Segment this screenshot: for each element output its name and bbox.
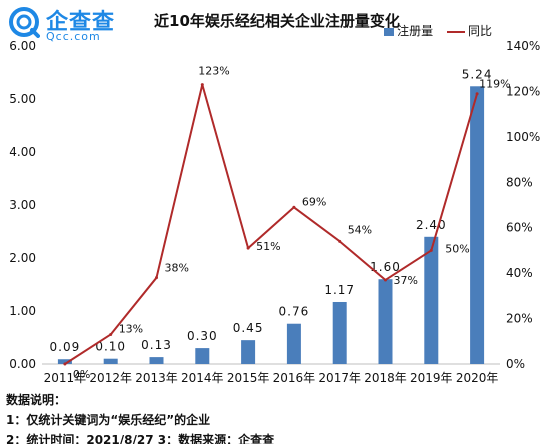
yoy-point <box>63 362 67 366</box>
bar-value-label: 0.30 <box>187 329 218 343</box>
y-left-tick-label: 5.00 <box>9 92 36 106</box>
y-right-tick-label: 140% <box>506 39 540 53</box>
legend: 注册量 同比 <box>374 22 492 39</box>
x-tick-label: 2018年 <box>364 371 407 385</box>
bar-value-label: 0.09 <box>50 340 81 354</box>
logo-text-cn: 企查查 <box>46 10 116 35</box>
yoy-value-label: 0% <box>73 368 90 381</box>
yoy-value-label: 123% <box>198 65 229 78</box>
yoy-point <box>109 332 113 336</box>
notes-line-1: 1：仅统计关键词为“娱乐经纪”的企业 <box>6 413 211 427</box>
yoy-value-label: 50% <box>445 242 469 255</box>
yoy-line <box>64 83 479 365</box>
yoy-point <box>155 276 158 280</box>
yoy-point <box>429 248 433 252</box>
y-right-tick-label: 80% <box>506 175 533 189</box>
y-left-tick-label: 6.00 <box>9 39 36 53</box>
y-right-tick-label: 40% <box>506 266 533 280</box>
yoy-point <box>200 83 204 87</box>
bar <box>332 301 347 364</box>
bar <box>241 340 256 364</box>
bar-value-label: 2.40 <box>416 218 447 232</box>
yoy-point <box>384 278 387 282</box>
x-tick-label: 2016年 <box>273 371 316 385</box>
yoy-value-label: 69% <box>302 195 326 208</box>
bar <box>149 357 164 364</box>
yoy-point <box>338 239 342 243</box>
x-tick-label: 2011年 <box>44 371 87 385</box>
bar-value-label: 0.13 <box>141 338 172 352</box>
yoy-point <box>292 205 296 209</box>
legend-label-line: 同比 <box>467 24 492 38</box>
y-left-tick-label: 0.00 <box>9 357 36 371</box>
yoy-value-label: 37% <box>394 274 418 287</box>
logo-text-en: Qcc.com <box>46 30 101 43</box>
legend-swatch-line <box>446 30 465 33</box>
bar-value-label: 0.10 <box>95 340 126 354</box>
yoy-point <box>246 246 250 250</box>
notes-line-2: 2：统计时间：2021/8/27 3：数据来源：企查查 <box>6 433 275 444</box>
y-left-tick-label: 1.00 <box>9 304 36 318</box>
combo-chart: 0.00 1.00 2.00 3.00 4.00 5.00 6.00 0% 20% 40% 60% 8… <box>9 39 540 385</box>
y-right-tick-label: 120% <box>506 84 540 98</box>
bar <box>103 358 118 364</box>
data-notes: 数据说明： 1：仅统计关键词为“娱乐经纪”的企业 2：统计时间：2021/8/2… <box>6 390 274 444</box>
x-tick-label: 2019年 <box>410 371 453 385</box>
y-left-tick-label: 2.00 <box>9 251 36 265</box>
y-right-tick-label: 20% <box>506 312 533 326</box>
yoy-value-label: 51% <box>256 240 280 253</box>
x-tick-label: 2014年 <box>181 371 224 385</box>
bar <box>57 359 72 364</box>
bar-value-label: 1.17 <box>324 283 355 297</box>
yoy-value-label: 38% <box>165 262 189 275</box>
bar <box>470 86 485 364</box>
x-tick-label: 2013年 <box>135 371 178 385</box>
bar-value-label: 5.24 <box>462 67 493 81</box>
y-right-tick-label: 60% <box>506 221 533 235</box>
x-tick-label: 2015年 <box>227 371 270 385</box>
x-tick-label: 2017年 <box>318 371 361 385</box>
yoy-value-label: 119% <box>479 78 510 91</box>
bar <box>195 348 210 364</box>
y-left-tick-label: 4.00 <box>9 145 36 159</box>
y-right-tick-label: 100% <box>506 130 540 144</box>
notes-heading: 数据说明： <box>6 393 67 407</box>
chart-title: 近10年娱乐经纪相关企业注册量变化 <box>154 12 400 30</box>
qcc-logo-icon <box>9 7 40 38</box>
bar-value-label: 1.60 <box>370 260 401 274</box>
bar <box>424 236 439 364</box>
legend-label-bar: 注册量 <box>397 24 434 38</box>
y-left-tick-label: 3.00 <box>9 198 36 212</box>
bar-value-label: 0.45 <box>233 321 264 335</box>
yoy-value-label: 54% <box>348 223 372 236</box>
x-tick-label: 2020年 <box>456 371 499 385</box>
x-tick-label: 2012年 <box>89 371 132 385</box>
legend-item-bar: 注册量 <box>384 22 433 39</box>
bar <box>378 279 393 364</box>
legend-item-line: 同比 <box>446 22 492 39</box>
bar-value-label: 0.76 <box>279 305 310 319</box>
yoy-point <box>475 92 479 96</box>
yoy-value-label: 13% <box>119 322 143 335</box>
legend-swatch-bar <box>384 27 395 36</box>
qcc-logo: 企查查 Qcc.com <box>6 4 146 44</box>
y-right-tick-label: 0% <box>506 357 525 371</box>
bar <box>286 323 301 364</box>
